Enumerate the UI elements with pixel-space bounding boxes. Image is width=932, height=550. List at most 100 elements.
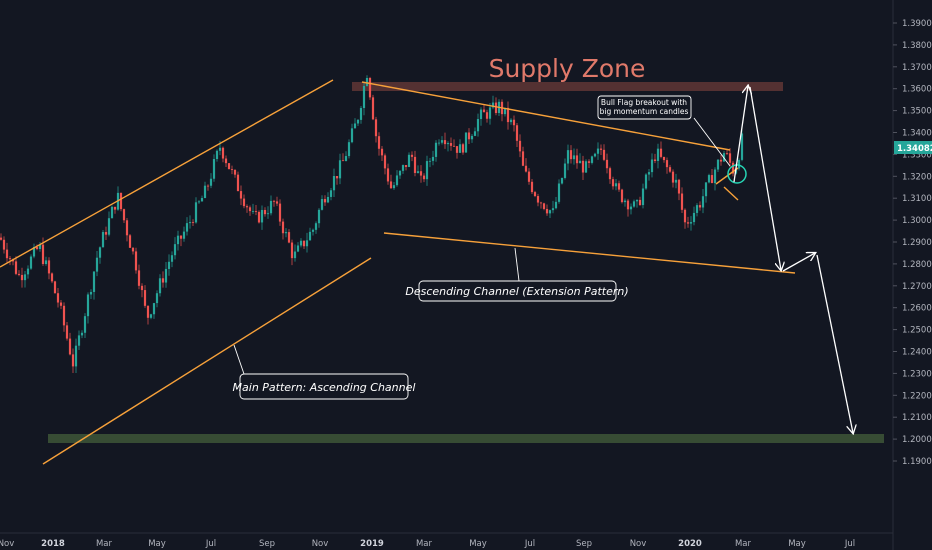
price-tick-label: 1.30000 [902,216,932,226]
price-tick-label: 1.33000 [902,150,932,160]
candle-bear [389,181,393,189]
price-tick-label: 1.31000 [902,194,932,204]
candle-bear [449,143,453,146]
candle-bull [152,303,156,315]
price-tick-label: 1.38000 [902,41,932,51]
candle-bear [119,192,123,210]
candle-bear [68,338,72,355]
candle-bull [551,208,555,211]
candle-bear [461,144,465,153]
time-tick-label: 2020 [678,539,702,549]
candle-bull [158,278,162,294]
candle-bull [674,179,678,183]
candle-bear [527,171,531,182]
bull-flag-callout-box [597,95,692,120]
time-tick-label: 2018 [41,539,65,549]
candle-bull [464,132,468,153]
candle-bear [245,206,249,208]
bull-flag-lower [723,186,739,201]
candle-bear [542,203,546,209]
arrow-down-to-demand [816,254,853,433]
candle-bear [653,159,657,161]
candle-bull [353,123,357,129]
candle-bull [266,213,270,215]
candle-bear [5,249,9,259]
candle-bull [218,147,222,151]
candle-bull [401,165,405,171]
candle-bull [170,255,174,262]
bull-flag-upper [715,167,739,185]
price-axis[interactable]: 1.39000 1.38000 1.37000 1.36000 1.35000 1.340… [893,19,932,467]
price-tick-label: 1.28000 [902,260,932,270]
candle-bull [44,260,48,264]
candle-bull [509,119,513,123]
candle-bull [83,316,87,333]
candle-bull [692,212,696,223]
candle-bull [299,240,303,246]
candle-bull [107,218,111,235]
candle-bull [584,161,588,173]
candle-bear [287,232,291,243]
candle-bull [431,156,435,161]
candle-bull [473,131,477,136]
time-tick-label: May [148,539,166,549]
time-axis[interactable]: Nov 2018 Mar May Jul Sep Nov 2019 Mar May Jul Sep No… [0,539,855,549]
ascending-callout-box [239,373,409,400]
candle-bull [416,171,420,173]
price-tick-label: 1.39000 [902,19,932,29]
candle-bear [728,153,732,163]
candle-bear [179,235,183,239]
candle-bull [284,232,288,234]
time-tick-label: Nov [312,539,329,549]
candle-bear [323,199,327,203]
candle-bull [470,135,474,140]
time-tick-label: Mar [416,539,433,549]
time-tick-label: Jul [205,539,216,549]
candle-bull [548,210,552,214]
ascending-channel-upper [0,79,334,268]
candle-bull [185,223,189,232]
price-tick-label: 1.27000 [902,282,932,292]
ascending-callout-text: Main Pattern: Ascending Channel [233,381,416,394]
candle-bear [410,154,414,157]
candle-bear [605,159,609,169]
candle-bull [503,107,507,115]
candle-bear [452,145,456,147]
candle-bear [248,207,252,212]
candle-bull [26,268,30,275]
candle-bear [161,278,165,283]
time-tick-label: Sep [259,539,275,549]
candle-bull [635,199,639,202]
candle-bull [641,188,645,206]
time-tick-label: May [469,539,487,549]
candle-bull [320,199,324,210]
candle-bear [146,305,150,318]
price-tick-label: 1.34000 [902,129,932,139]
supply-zone-label: Supply Zone [489,54,646,83]
candle-bull [590,156,594,163]
candle-bear [386,168,390,182]
candle-bear [134,251,138,271]
candle-bull [647,172,651,175]
candle-bear [620,189,624,203]
candle-bull [365,77,369,86]
candle-bull [182,231,186,239]
candle-bear [683,209,687,223]
candle-bull [176,235,180,245]
candle-bear [278,203,282,222]
candle-bear [518,140,522,152]
candle-bear [14,261,18,274]
candle-bear [227,163,231,170]
candle-bull [200,198,204,202]
arrow-up-to-supply [733,86,748,183]
demand-zone-band [48,434,884,443]
candle-bull [713,169,717,184]
candle-bear [254,211,258,212]
candle-bear [668,167,672,172]
arrow-down-to-channel [749,86,781,270]
candle-bull [209,178,213,186]
candle-bear [224,158,228,164]
candle-bear [191,222,195,223]
